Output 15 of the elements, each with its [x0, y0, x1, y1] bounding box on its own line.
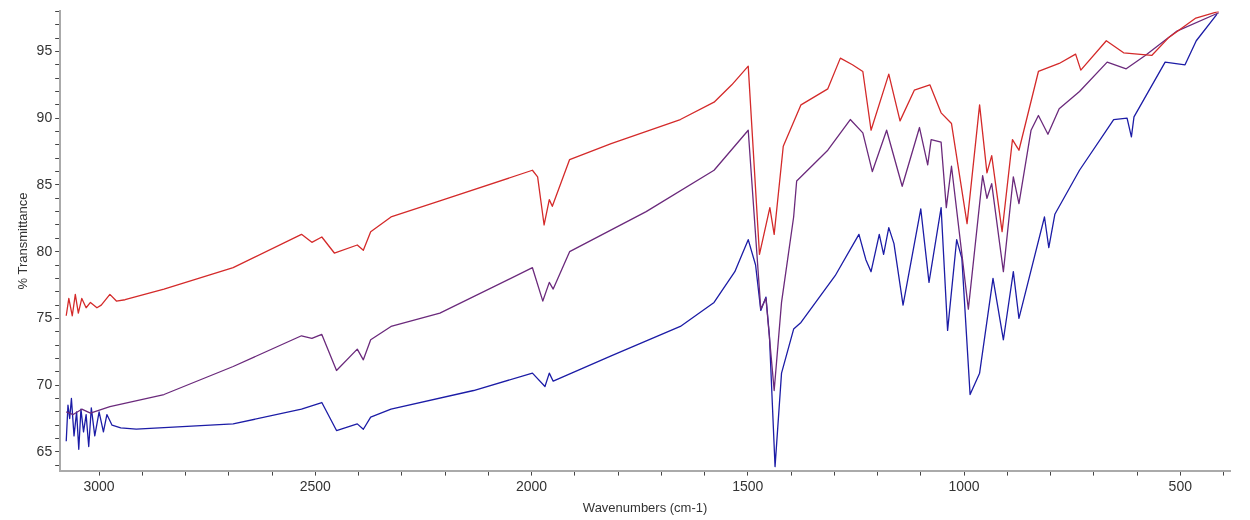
y-tick-label: 85	[36, 175, 53, 192]
x-tick-label: 2500	[299, 477, 332, 494]
y-tick-label: 70	[36, 376, 53, 393]
x-axis-title: Wavenumbers (cm-1)	[582, 499, 708, 515]
y-tick-label: 80	[36, 242, 53, 259]
x-tick-label: 3000	[83, 477, 115, 494]
y-tick-label: 90	[36, 109, 53, 126]
y-tick-label: 75	[36, 309, 53, 326]
y-tick-label: 95	[36, 42, 53, 59]
x-tick-label: 2000	[515, 477, 548, 494]
x-tick-label: 1000	[948, 477, 980, 494]
y-tick-label: 65	[36, 442, 53, 459]
y-axis-title: % Transmittance	[15, 192, 31, 290]
x-tick-label: 1500	[732, 477, 764, 494]
x-tick-label: 500	[1168, 477, 1193, 494]
